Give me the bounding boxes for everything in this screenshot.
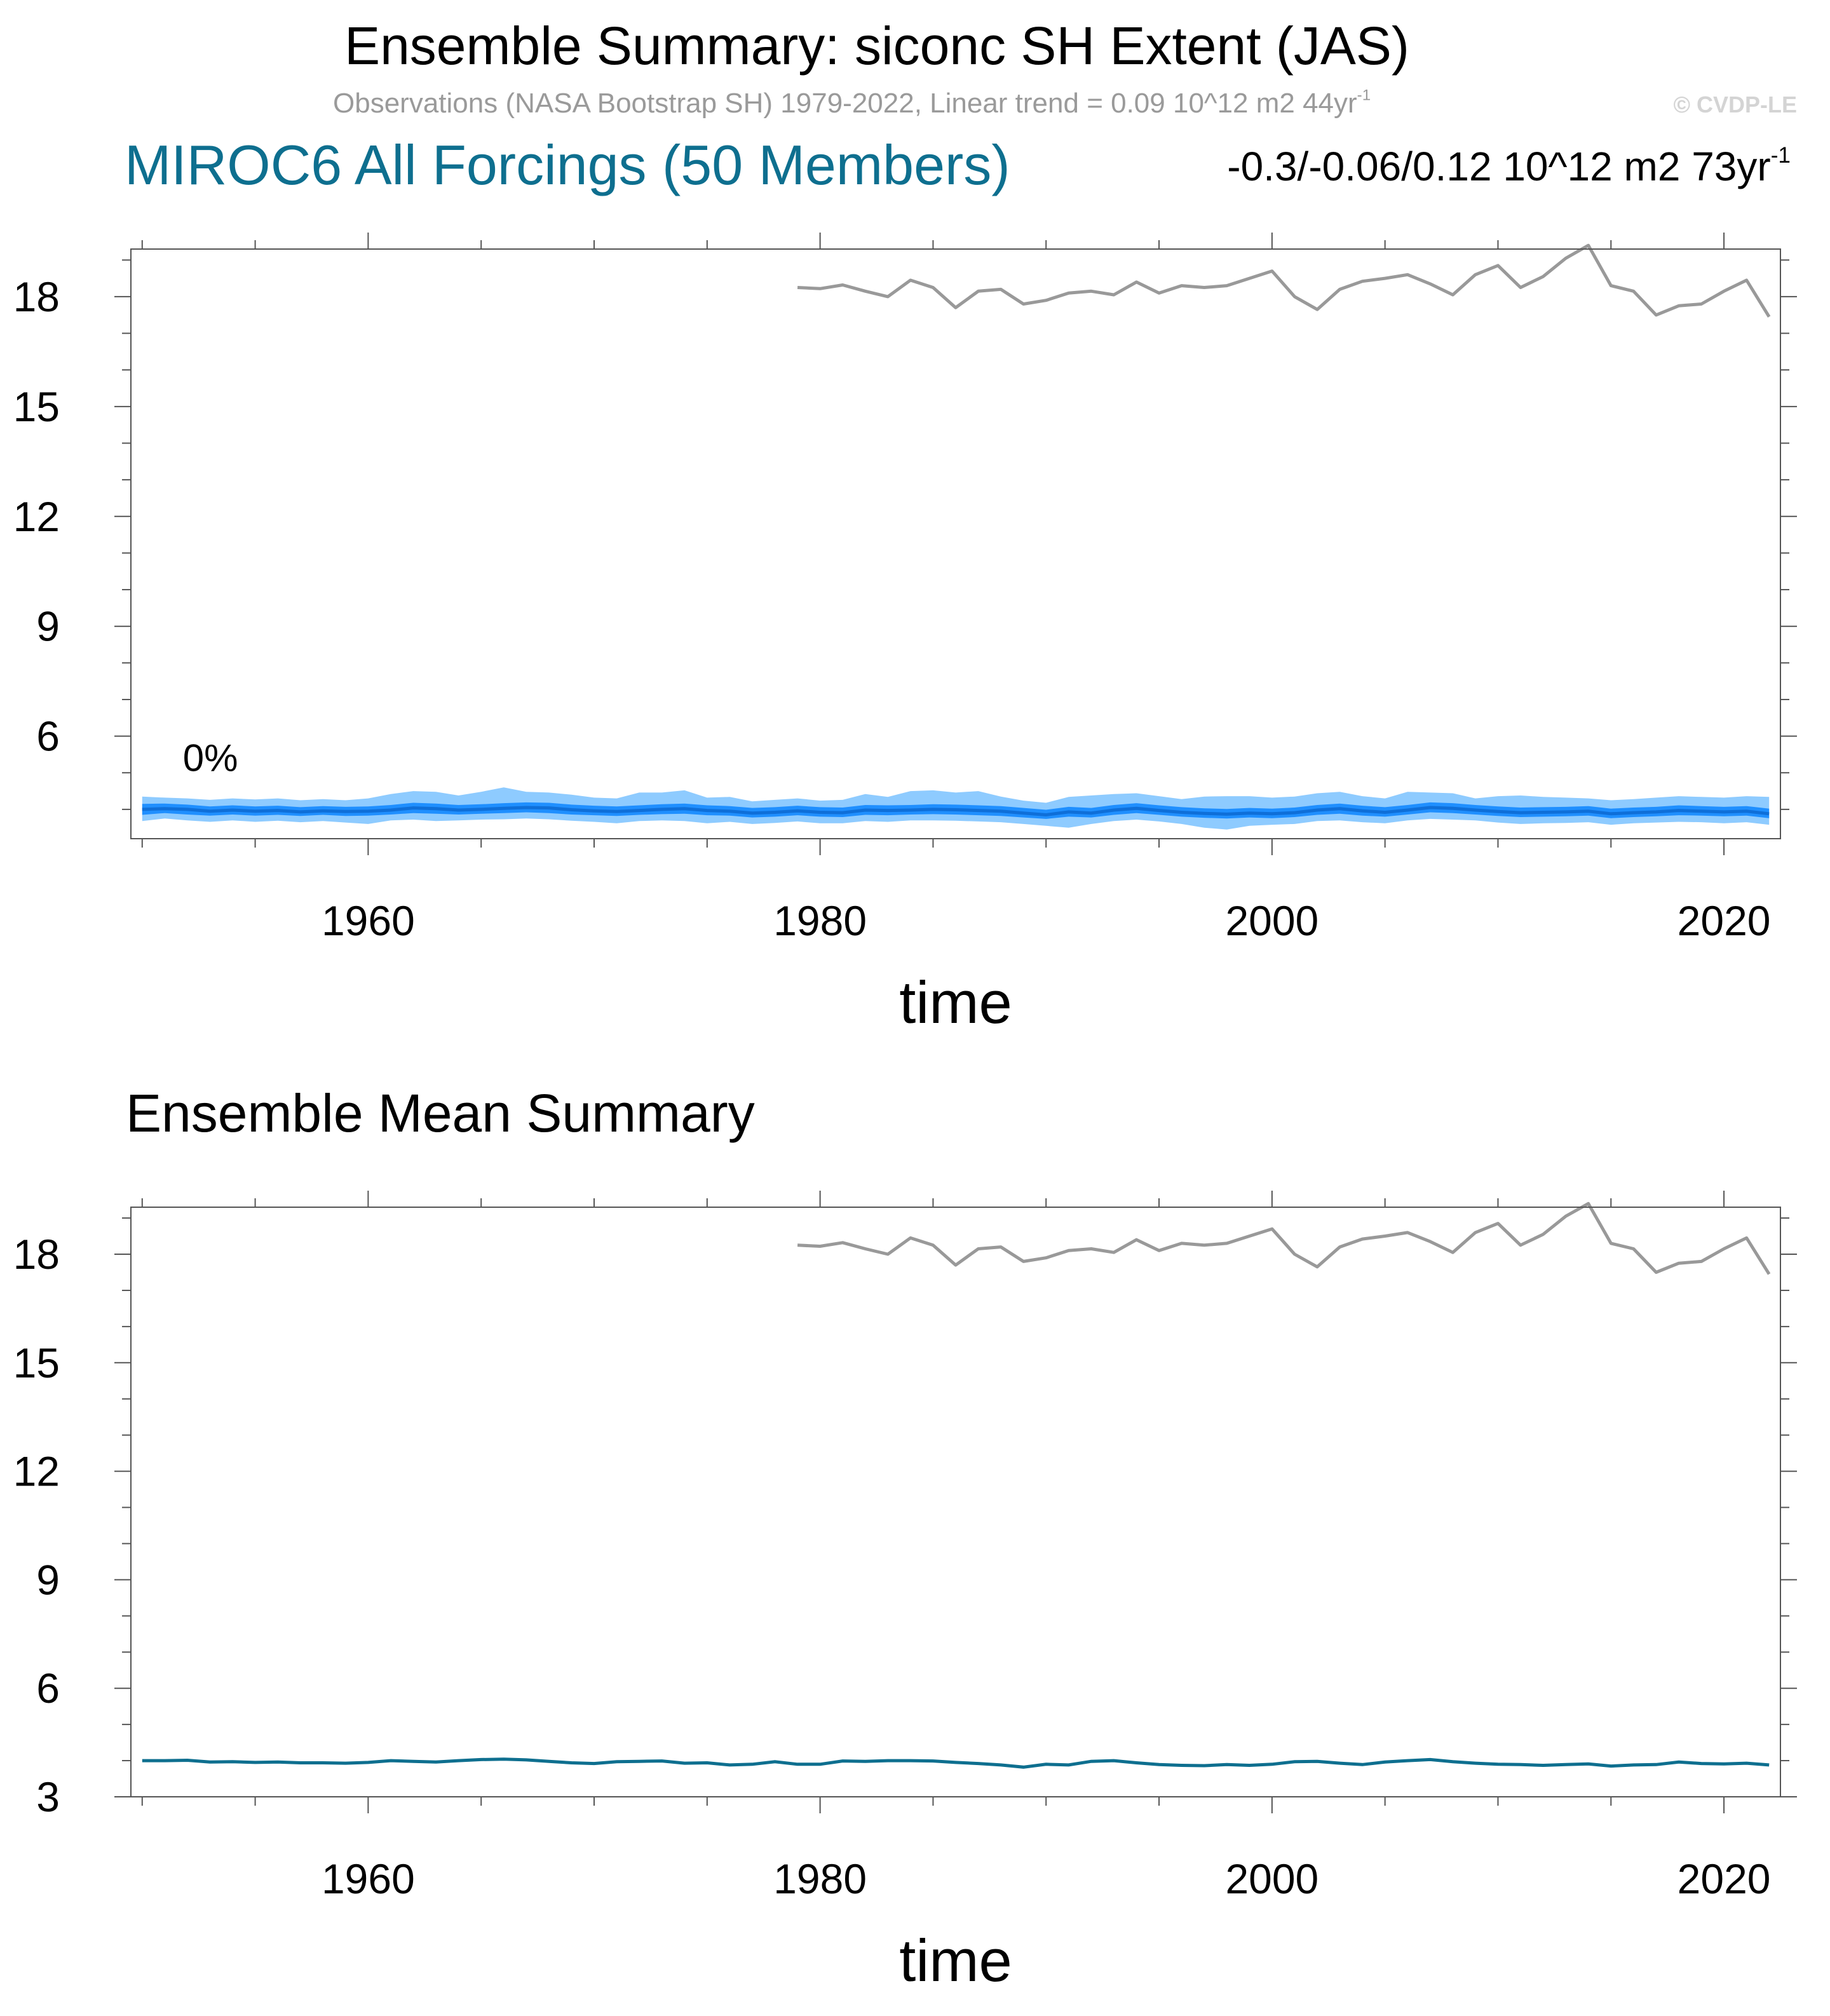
panel1-y-tick-label: 6: [36, 713, 60, 760]
panel2-observations-line: [797, 1201, 1771, 1275]
panel1-frame: [130, 248, 1781, 839]
panel1-y-tick-label: 9: [36, 603, 60, 650]
panel2-x-tick-label: 2000: [1225, 1855, 1318, 1902]
panel1-observations-line: [797, 243, 1771, 318]
panel1-x-tick-label: 2000: [1225, 897, 1318, 944]
panel1-x-tick-label: 2020: [1678, 897, 1771, 944]
panel1-title: MIROC6 All Forcings (50 Members): [125, 133, 1010, 196]
trend-stats-superscript: -1: [1770, 142, 1791, 168]
panel1-percent-annotation: 0%: [183, 736, 238, 779]
panel2-x-tick-label: 1980: [773, 1855, 867, 1902]
panel2-y-tick-label: 12: [13, 1448, 60, 1495]
observations-subtitle: Observations (NASA Bootstrap SH) 1979-20…: [333, 86, 1371, 121]
panel1-y-tick-label: 12: [13, 493, 60, 540]
panel1-x-tick-label: 1980: [773, 897, 867, 944]
panel2-y-tick-label: 6: [36, 1665, 60, 1712]
panel2-y-tick-label: 15: [13, 1339, 60, 1386]
observations-subtitle-superscript: -1: [1357, 86, 1371, 104]
main-title: Ensemble Summary: siconc SH Extent (JAS): [344, 16, 1409, 76]
panel2-y-tick-label: 18: [13, 1231, 60, 1278]
panel1-x-tick-label: 1960: [322, 897, 415, 944]
panel2-x-axis-title: time: [899, 1927, 1012, 1994]
panel1-x-axis-title: time: [899, 969, 1012, 1036]
trend-stats: -0.3/-0.06/0.12 10^12 m2 73yr-1: [1227, 141, 1791, 192]
panel2-title: Ensemble Mean Summary: [126, 1083, 755, 1143]
panel2-frame: [130, 1207, 1781, 1797]
panel2-x-tick-label: 1960: [322, 1855, 415, 1902]
trend-stats-text: -0.3/-0.06/0.12 10^12 m2 73yr: [1227, 144, 1771, 189]
panel2-y-tick-label: 9: [36, 1556, 60, 1603]
panel1-y-tick-label: 15: [13, 383, 60, 430]
panel1-y-tick-label: 18: [13, 273, 60, 320]
copyright-label: © CVDP-LE: [1673, 91, 1797, 118]
observations-subtitle-text: Observations (NASA Bootstrap SH) 1979-20…: [333, 88, 1357, 119]
panel1-ensemble-median-line: [142, 806, 1770, 817]
panel2-ensemble-mean-line: [142, 1757, 1770, 1769]
panel2-x-tick-label: 2020: [1678, 1855, 1771, 1902]
panel2-plot: 1960 1980 2000 2020 3 6 9 12 15 18 time: [13, 1191, 1797, 1994]
panel1-plot: 1960 1980 2000 2020 6 9 12 15 18 time 0%: [13, 233, 1797, 1036]
panel2-y-tick-label: 3: [36, 1773, 60, 1820]
